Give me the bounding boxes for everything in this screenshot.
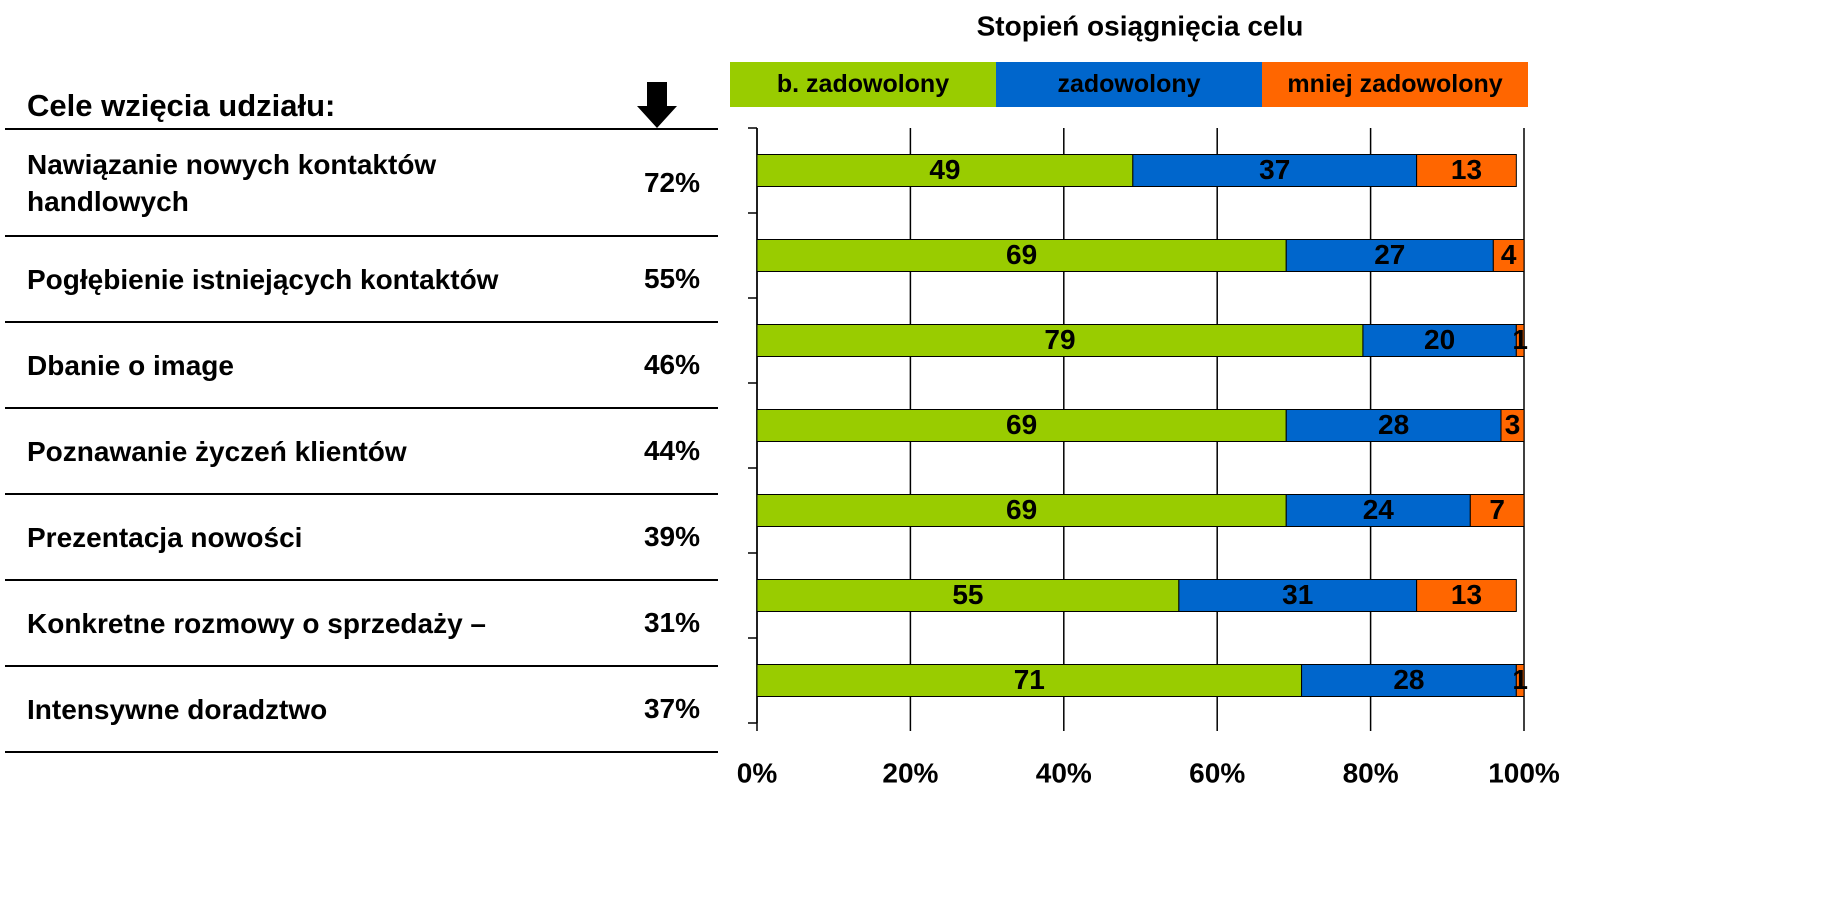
goal-row: Intensywne doradztwo 37%: [5, 667, 718, 753]
bar-value-label: 27: [1374, 239, 1405, 270]
legend-label: mniej zadowolony: [1287, 70, 1502, 98]
goal-row: Nawiązanie nowych kontaktów handlowych 72…: [5, 130, 718, 237]
bar-value-label: 4: [1501, 239, 1517, 270]
bar-value-label: 69: [1006, 409, 1037, 440]
bar-segment: [1285, 409, 1502, 442]
goal-row: Konkretne rozmowy o sprzedaży – 31%: [5, 581, 718, 667]
bar-segment: [1285, 239, 1494, 272]
goals-rows: Nawiązanie nowych kontaktów handlowych 72…: [5, 128, 718, 753]
goals-title: Cele wzięcia udziału:: [27, 88, 336, 123]
bar-value-label: 1: [1512, 664, 1528, 695]
legend-swatch: [996, 62, 1262, 107]
goal-label: Konkretne rozmowy o sprzedaży –: [27, 607, 487, 639]
legend-swatch: [1262, 62, 1528, 107]
bar-segment: [1492, 239, 1525, 272]
bar-value-label: 69: [1006, 239, 1037, 270]
bar-segment: [1515, 664, 1525, 697]
x-tick-label: 80%: [1343, 757, 1399, 788]
goal-share: 31%: [643, 607, 700, 638]
bar-value-label: 3: [1505, 409, 1521, 440]
down-arrow: [637, 82, 677, 128]
bar-value-label: 28: [1393, 664, 1424, 695]
bar-value-label: 28: [1378, 409, 1409, 440]
goal-label: Nawiązanie nowych kontaktów handlowych: [27, 148, 437, 217]
goal-share: 55%: [643, 263, 700, 294]
goal-row: Pogłębienie istniejących kontaktów 55%: [5, 237, 718, 323]
bar-value-label: 24: [1363, 494, 1395, 525]
legend-label: b. zadowolony: [777, 70, 949, 98]
goal-share: 39%: [643, 521, 700, 552]
goal-label: Intensywne doradztwo: [27, 693, 328, 725]
legend-swatch: [730, 62, 996, 107]
x-tick-label: 0%: [737, 757, 778, 788]
bar-segment: [756, 324, 1364, 357]
bar-value-label: 37: [1259, 154, 1290, 185]
goal-share: 72%: [643, 166, 700, 198]
goal-row: Prezentacja nowości 39%: [5, 495, 718, 581]
bar-value-label: 55: [952, 579, 983, 610]
bar-value-label: 1: [1512, 324, 1528, 355]
x-tick-label: 20%: [882, 757, 938, 788]
bar-value-label: 49: [929, 154, 960, 185]
x-tick-label: 40%: [1036, 757, 1092, 788]
bar-segment: [756, 664, 1303, 697]
bar-value-label: 71: [1014, 664, 1045, 695]
bar-value-label: 69: [1006, 494, 1037, 525]
bar-value-label: 79: [1044, 324, 1075, 355]
bar-segment: [1515, 324, 1525, 357]
bar-value-label: 20: [1424, 324, 1455, 355]
bar-segment: [1416, 579, 1517, 612]
bar-segment: [1178, 579, 1418, 612]
x-tick-label: 60%: [1189, 757, 1245, 788]
goal-share: 37%: [643, 693, 700, 724]
bar-segment: [756, 579, 1180, 612]
bar-segment: [1469, 494, 1525, 527]
bar-segment: [756, 154, 1134, 187]
bar-segment: [756, 239, 1287, 272]
bar-segment: [756, 409, 1287, 442]
chart-title: Stopień osiągnięcia celu: [977, 10, 1304, 41]
bar-segment: [1301, 664, 1517, 697]
x-tick-label: 100%: [1488, 757, 1560, 788]
goal-label: Dbanie o image: [27, 349, 234, 381]
goal-share: 46%: [643, 349, 700, 380]
bar-value-label: 13: [1451, 154, 1482, 185]
goal-row: Dbanie o image 46%: [5, 323, 718, 409]
bar-segment: [1500, 409, 1525, 442]
goal-label: Prezentacja nowości: [27, 521, 303, 553]
bar-value-label: 31: [1282, 579, 1313, 610]
goal-label: Poznawanie życzeń klientów: [27, 435, 407, 467]
goal-row: Poznawanie życzeń klientów 44%: [5, 409, 718, 495]
legend-label: zadowolony: [1057, 70, 1200, 98]
goal-share: 44%: [643, 435, 700, 466]
bar-segment: [1416, 154, 1517, 187]
bar-value-label: 13: [1451, 579, 1482, 610]
goal-label: Pogłębienie istniejących kontaktów: [27, 263, 499, 295]
bar-value-label: 7: [1489, 494, 1505, 525]
bar-segment: [1285, 494, 1471, 527]
bar-segment: [1132, 154, 1418, 187]
bar-segment: [1362, 324, 1517, 357]
bar-segment: [756, 494, 1287, 527]
